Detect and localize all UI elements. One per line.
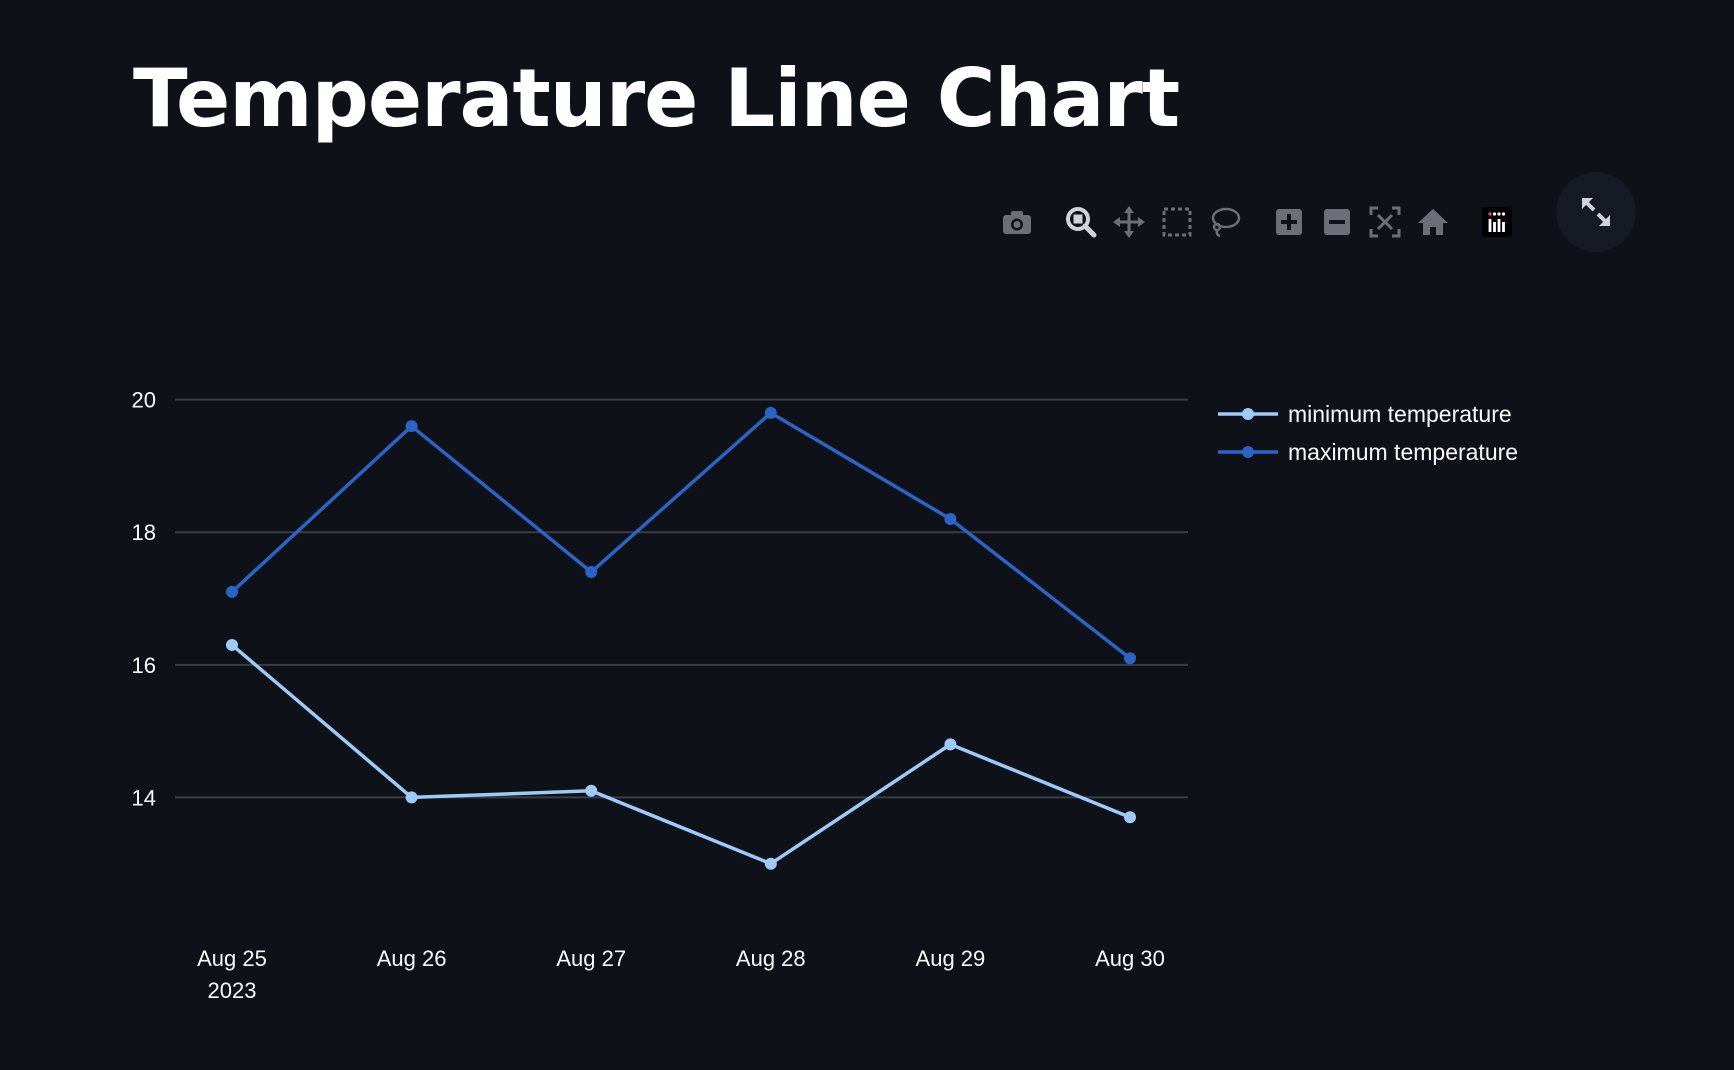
data-point [1124, 652, 1136, 665]
autoscale-icon [1369, 206, 1401, 238]
autoscale-button[interactable] [1368, 205, 1402, 239]
page-title: Temperature Line Chart [133, 52, 1180, 145]
data-point [585, 784, 598, 797]
data-point [585, 566, 598, 579]
zoom-in-icon [1276, 209, 1302, 235]
legend-swatch-marker [1242, 446, 1254, 458]
legend-label: maximum temperature [1288, 439, 1518, 465]
fullscreen-button[interactable] [1556, 172, 1636, 252]
y-axis-ticks: 14 16 18 20 [132, 388, 156, 811]
y-tick-label: 20 [132, 388, 156, 413]
data-point [944, 738, 957, 751]
x-tick-label: Aug 30 [1095, 946, 1165, 971]
data-point [1124, 811, 1136, 824]
x-axis-ticks: Aug 25 2023 Aug 26 Aug 27 Aug 28 Aug 29 Aug 30 [197, 946, 1165, 1003]
series-0 [226, 638, 1136, 870]
y-tick-label: 14 [132, 785, 156, 810]
reset-axes-button[interactable] [1416, 205, 1450, 239]
pan-icon [1113, 206, 1145, 238]
legend-swatch-marker [1242, 408, 1254, 420]
series-line [230, 411, 1132, 660]
box-select-icon [1162, 207, 1192, 237]
zoom-out-button[interactable] [1320, 205, 1354, 239]
data-point [405, 791, 418, 804]
x-tick-label: Aug 25 [197, 946, 267, 971]
data-point [764, 857, 777, 870]
legend-label: minimum temperature [1288, 401, 1512, 427]
x-tick-label: Aug 28 [736, 946, 806, 971]
data-point [764, 406, 777, 419]
plotly-logo-button[interactable] [1480, 205, 1514, 239]
series-line [230, 643, 1131, 866]
pan-button[interactable] [1112, 205, 1146, 239]
data-point [944, 512, 957, 525]
home-icon [1418, 209, 1448, 235]
data-point [226, 638, 238, 651]
plot-modebar [1000, 202, 1528, 242]
series [226, 406, 1136, 870]
lasso-icon [1211, 207, 1241, 238]
x-tick-sublabel: 2023 [208, 978, 257, 1003]
box-select-button[interactable] [1160, 205, 1194, 239]
camera-icon [1003, 211, 1031, 234]
x-tick-label: Aug 27 [556, 946, 626, 971]
series-1 [226, 406, 1136, 665]
x-tick-label: Aug 26 [377, 946, 447, 971]
legend: minimum temperature maximum temperature [1218, 401, 1518, 465]
camera-button[interactable] [1000, 205, 1034, 239]
y-tick-label: 16 [132, 653, 156, 678]
plotly-logo-icon [1482, 207, 1512, 237]
x-tick-label: Aug 29 [916, 946, 986, 971]
lasso-select-button[interactable] [1208, 205, 1242, 239]
data-point [226, 585, 238, 598]
zoom-icon [1066, 207, 1097, 238]
zoom-out-icon [1324, 209, 1350, 235]
data-point [405, 420, 418, 433]
expand-icon [1582, 198, 1610, 226]
zoom-in-button[interactable] [1272, 205, 1306, 239]
y-tick-label: 18 [132, 520, 156, 545]
zoom-button[interactable] [1064, 205, 1098, 239]
gridlines [175, 398, 1188, 799]
